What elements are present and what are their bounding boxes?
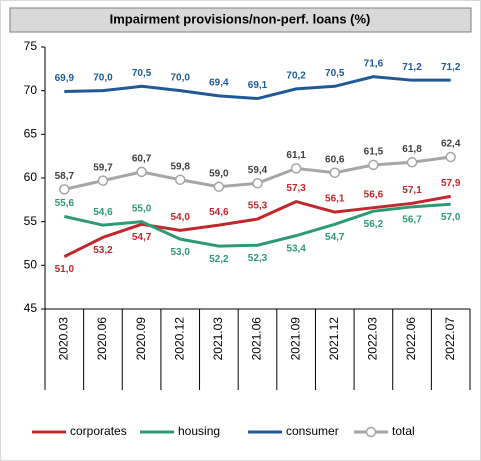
data-label: 70,5 [325,68,345,79]
x-tick-label: 2020.06 [95,317,109,361]
x-tick-label: 2021.03 [211,317,225,361]
series-marker [97,175,109,186]
x-tick-label: 2021.09 [288,317,302,361]
x-tick-label: 2022.06 [404,317,418,361]
data-label: 54,6 [209,207,229,218]
series-marker [406,157,418,168]
x-tick-label: 2020.09 [134,317,148,361]
y-tick-label: 60 [24,170,38,184]
series-marker [290,163,302,174]
legend-label: housing [178,424,220,438]
series-marker [59,184,70,195]
series-marker [368,159,379,171]
data-label: 57,0 [441,212,461,223]
x-tick-label: 2022.07 [443,317,457,361]
data-label: 54,7 [132,232,152,243]
data-label: 56,6 [364,189,384,200]
data-label: 56,1 [325,194,345,205]
data-label: 55,0 [132,203,152,214]
series-line [64,75,451,101]
series-line [63,202,451,248]
y-tick-label: 45 [24,301,38,315]
data-label: 57,3 [286,183,306,194]
data-label: 54,0 [170,212,190,223]
data-label: 59,8 [170,161,190,172]
data-label: 70,0 [93,72,113,83]
data-label: 70,2 [286,71,306,82]
data-label: 69,9 [55,73,75,84]
data-label: 52,2 [209,254,229,265]
data-label: 54,7 [325,232,345,243]
x-tick-label: 2022.03 [366,317,380,361]
data-label: 69,1 [248,80,268,91]
data-label: 57,1 [402,185,422,196]
title-box [9,7,472,33]
data-label: 69,4 [209,78,229,89]
x-tick-label: 2020.12 [172,317,186,361]
x-tick-label: 2021.06 [250,317,264,361]
x-tick-label: 2020.03 [56,317,70,361]
data-label: 59,0 [209,168,229,179]
data-label: 60,6 [325,154,345,165]
data-label: 61,8 [402,144,422,155]
data-label: 55,3 [248,201,268,212]
series-marker [445,151,456,163]
y-tick-label: 70 [24,83,38,97]
data-label: 61,5 [364,147,384,158]
chart-title: Impairment provisions/non-perf. loans (%… [110,11,371,26]
series-marker [136,166,147,178]
y-tick-label: 65 [24,127,38,141]
series-marker [213,181,225,192]
legend-label: consumer [286,424,339,438]
legend-label: total [392,424,415,438]
data-label: 59,4 [248,165,268,176]
data-label: 60,7 [132,154,152,165]
series-marker [252,177,263,189]
data-label: 54,6 [93,207,113,218]
legend-marker [365,426,377,438]
data-label: 56,7 [402,214,422,225]
data-label: 55,6 [55,198,75,209]
legend-label: corporates [70,424,127,438]
series-line [63,194,451,258]
data-label: 61,1 [286,150,306,161]
data-label: 51,0 [55,264,75,275]
data-label: 71,2 [441,62,461,73]
data-label: 53,4 [286,243,306,254]
y-tick-label: 75 [24,39,38,53]
data-label: 71,2 [402,62,422,73]
series-marker [174,174,186,185]
data-label: 62,4 [441,139,461,150]
series-marker [329,167,341,179]
data-label: 57,9 [441,178,461,189]
x-tick-label: 2021.12 [327,317,341,361]
data-label: 70,0 [170,72,190,83]
data-label: 52,3 [248,253,268,264]
data-label: 58,7 [55,171,75,182]
data-label: 53,0 [170,247,190,258]
y-tick-label: 55 [24,214,38,228]
data-label: 59,7 [93,162,113,173]
y-tick-label: 50 [24,258,38,272]
data-label: 53,2 [93,245,113,256]
data-label: 70,5 [132,68,152,79]
data-label: 56,2 [364,219,384,230]
data-label: 71,6 [364,58,384,69]
